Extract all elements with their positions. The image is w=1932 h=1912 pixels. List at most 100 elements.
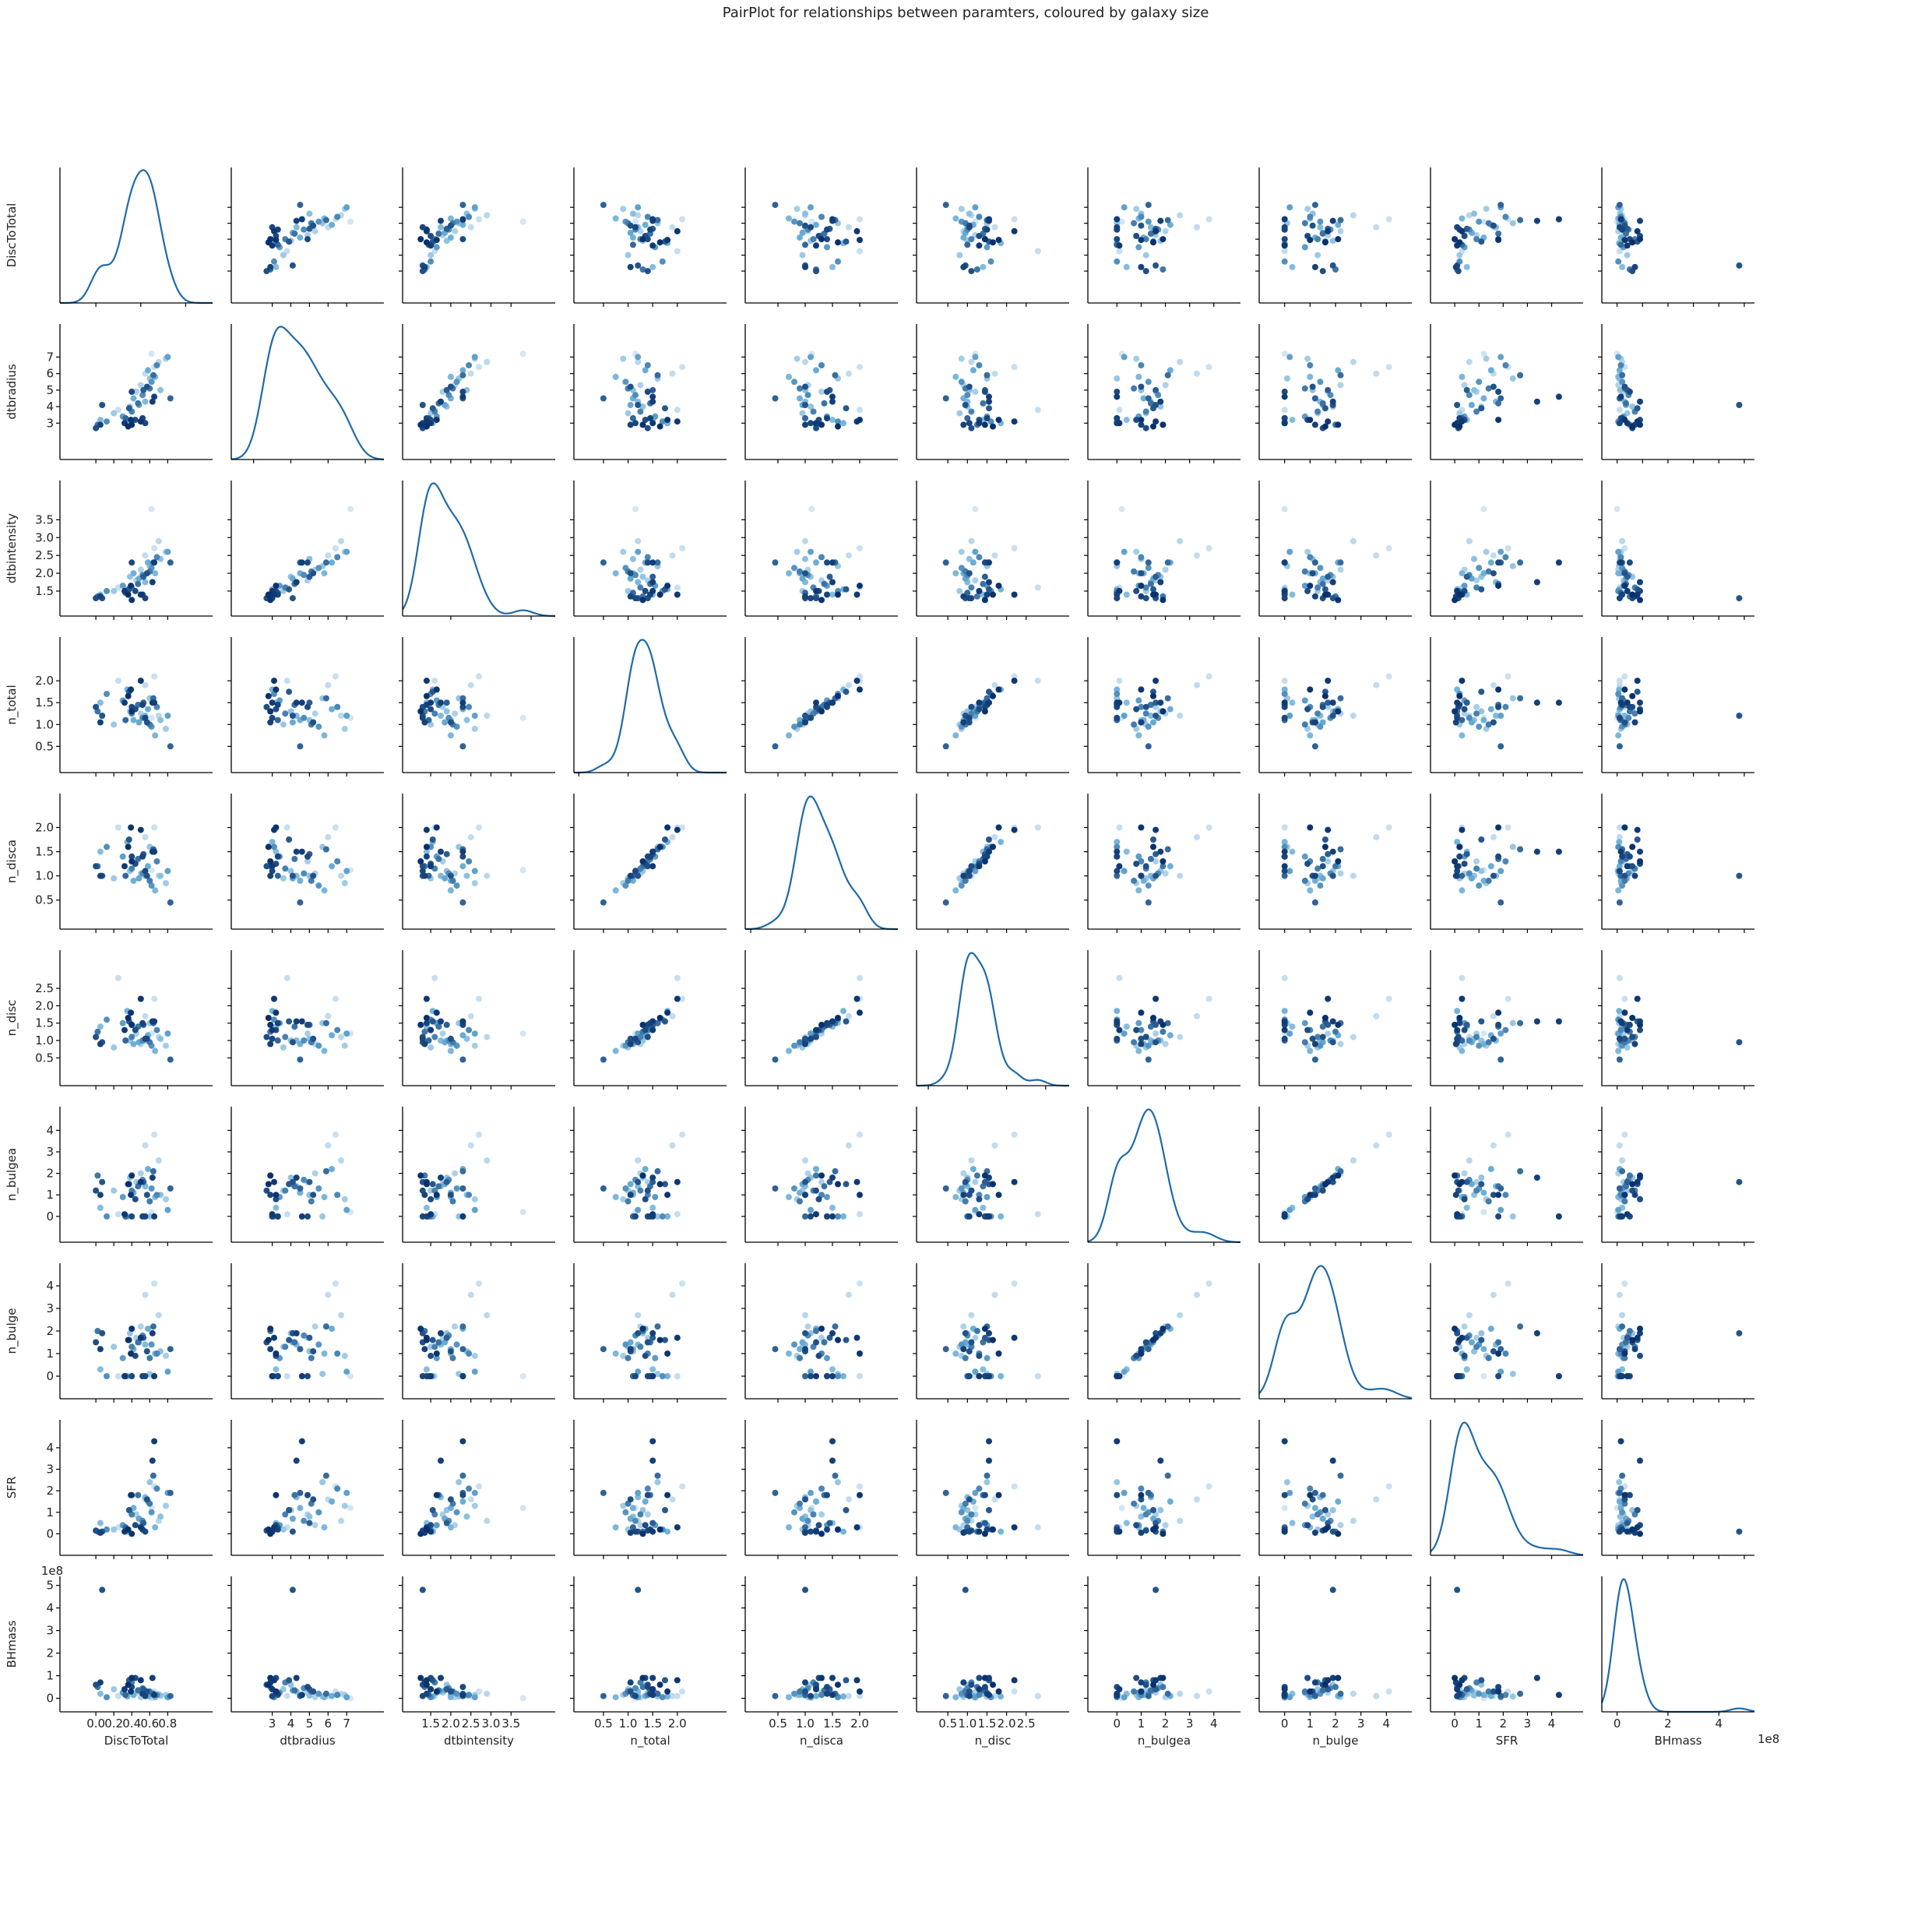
point-n_bulge-vs-SFR-12 <box>1463 1366 1470 1373</box>
point-dtbradius-vs-n_disca-21 <box>791 379 797 386</box>
point-n_disca-vs-n_bulge-15 <box>1281 839 1288 846</box>
point-n_bulgea-vs-DiscToTotal-7 <box>163 1195 169 1202</box>
point-dtbintensity-vs-n_bulge-26 <box>1301 568 1308 575</box>
point-n_bulgea-vs-SFR-19 <box>1497 1206 1504 1213</box>
point-n_disca-vs-SFR-44 <box>1454 863 1461 870</box>
point-n_bulge-vs-DiscToTotal-22 <box>104 1373 110 1379</box>
point-n_disc-vs-DiscToTotal-4 <box>114 974 121 981</box>
point-n_disca-vs-n_bulgea-20 <box>1135 853 1142 860</box>
point-n_bulgea-vs-dtbradius-7 <box>341 1195 348 1202</box>
point-DiscToTotal-vs-n_disca-38 <box>824 236 830 243</box>
point-dtbintensity-vs-SFR-21 <box>1476 565 1483 572</box>
point-n_disc-vs-SFR-23 <box>1466 1037 1473 1044</box>
point-n_disc-vs-dtbradius-4 <box>283 974 290 981</box>
point-n_bulge-vs-dtbradius-32 <box>306 1334 313 1341</box>
point-dtbradius-vs-n_bulgea-3 <box>1177 358 1184 365</box>
point-n_bulgea-vs-n_disca-27 <box>813 1172 819 1179</box>
point-dtbintensity-vs-SFR-16 <box>1480 570 1487 577</box>
point-n_disca-vs-dtbradius-1 <box>332 824 339 831</box>
point-dtbintensity-vs-n_disca-21 <box>791 565 797 572</box>
point-dtbintensity-vs-DiscToTotal-38 <box>128 559 135 566</box>
point-SFR-vs-n_disca-16 <box>797 1505 803 1512</box>
point-dtbradius-vs-n_disca-7 <box>794 355 801 362</box>
point-DiscToTotal-vs-n_disc-22 <box>987 258 994 265</box>
point-n_disca-vs-BHmass-14 <box>1615 887 1622 894</box>
point-n_disca-vs-n_bulge-1 <box>1385 824 1392 831</box>
point-dtbradius-vs-n_disca-10 <box>808 403 814 410</box>
point-n_bulgea-vs-dtbintensity-32 <box>443 1178 450 1185</box>
point-dtbradius-vs-SFR-31 <box>1497 395 1504 402</box>
point-n_total-vs-SFR-14 <box>1459 732 1466 739</box>
point-DiscToTotal-vs-SFR-48 <box>1456 239 1463 246</box>
point-SFR-vs-n_disc-25 <box>968 1511 975 1518</box>
point-n_total-vs-dtbradius-18 <box>289 719 296 726</box>
point-n_bulgea-vs-n_total-3 <box>635 1157 642 1164</box>
point-SFR-vs-n_disc-48 <box>990 1526 996 1533</box>
point-dtbradius-vs-n_disc-29 <box>984 371 991 379</box>
point-dtbintensity-vs-n_disc-27 <box>973 593 980 600</box>
point-dtbradius-vs-n_bulgea-48 <box>1150 423 1156 430</box>
point-n_total-vs-n_bulge-44 <box>1281 699 1288 706</box>
point-DiscToTotal-vs-dtbradius-17 <box>329 221 336 228</box>
point-SFR-vs-n_disc-1 <box>1011 1483 1018 1490</box>
point-n_disca-vs-n_disc-26 <box>962 877 969 884</box>
point-dtbradius-vs-n_bulge-7 <box>1304 355 1311 362</box>
point-n_bulge-vs-SFR-25 <box>1473 1343 1480 1350</box>
point-DiscToTotal-vs-SFR-46 <box>1495 237 1502 244</box>
point-dtbintensity-vs-n_disc-41 <box>960 593 967 600</box>
point-n_disca-vs-DiscToTotal-40 <box>139 853 146 860</box>
point-SFR-vs-dtbradius-42 <box>293 1457 300 1464</box>
point-DiscToTotal-vs-n_bulgea-17 <box>1167 221 1174 228</box>
point-DiscToTotal-vs-n_total-35 <box>627 222 634 229</box>
point-dtbintensity-vs-dtbradius-34 <box>289 595 296 602</box>
point-n_bulgea-vs-n_disc-19 <box>972 1206 979 1213</box>
point-n_disca-vs-DiscToTotal-1 <box>151 824 158 831</box>
point-SFR-vs-n_disca-2 <box>846 1496 852 1503</box>
point-n_total-vs-dtbradius-2 <box>325 681 332 688</box>
point-SFR-vs-n_total-43 <box>649 1438 656 1445</box>
point-n_bulgea-vs-n_disc-43 <box>986 1213 992 1220</box>
point-n_bulgea-vs-BHmass-3 <box>1619 1157 1626 1164</box>
point-SFR-vs-n_disca-25 <box>810 1511 817 1518</box>
point-n_disca-vs-n_disc-40 <box>984 853 991 860</box>
point-n_bulge-vs-DiscToTotal-13 <box>142 1341 149 1348</box>
point-DiscToTotal-vs-n_bulge-20 <box>1301 244 1308 251</box>
point-n_disca-vs-dtbintensity-17 <box>459 863 466 870</box>
point-dtbintensity-vs-DiscToTotal-42 <box>149 579 156 586</box>
point-n_total-vs-DiscToTotal-31 <box>167 743 174 750</box>
point-n_total-vs-SFR-42 <box>1533 699 1540 706</box>
subplot-dtbradius-vs-n_disc <box>913 324 1069 463</box>
point-DiscToTotal-vs-n_bulge-48 <box>1321 239 1328 246</box>
point-n_bulge-vs-dtbintensity-5 <box>452 1323 459 1330</box>
y-tick-label: 1.5 <box>35 695 54 710</box>
point-dtbradius-vs-n_total-48 <box>656 423 663 430</box>
point-dtbintensity-vs-n_total-47 <box>639 597 646 604</box>
point-n_disc-vs-dtbradius-48 <box>265 1015 272 1021</box>
point-DiscToTotal-vs-SFR-45 <box>1459 227 1466 234</box>
subplot-n_total-vs-n_bulge <box>1255 637 1412 776</box>
point-n_bulgea-vs-SFR-3 <box>1466 1157 1473 1164</box>
point-n_total-vs-n_bulgea-25 <box>1142 710 1149 717</box>
point-n_bulge-vs-n_disca-5 <box>804 1323 811 1330</box>
point-dtbradius-vs-n_total-31 <box>600 395 607 402</box>
point-n_bulgea-vs-n_disca-4 <box>857 1211 863 1218</box>
point-dtbintensity-vs-n_total-7 <box>620 548 627 555</box>
point-n_disca-vs-n_disc-46 <box>995 824 1002 831</box>
point-n_bulge-vs-n_total-41 <box>627 1346 634 1353</box>
point-n_total-vs-SFR-17 <box>1487 706 1494 713</box>
point-DiscToTotal-vs-n_disc-40 <box>984 226 991 233</box>
point-n_bulge-vs-n_disca-47 <box>818 1326 825 1333</box>
point-SFR-vs-n_bulgea-44 <box>1116 1528 1123 1535</box>
point-n_disc-vs-DiscToTotal-22 <box>104 1016 110 1023</box>
point-n_total-vs-SFR-32 <box>1463 699 1470 706</box>
point-dtbradius-vs-BHmass-46 <box>1621 417 1628 424</box>
point-n_total-vs-n_bulge-41 <box>1311 719 1318 726</box>
point-dtbintensity-vs-n_bulgea-3 <box>1177 537 1184 544</box>
point-DiscToTotal-vs-n_bulgea-45 <box>1153 227 1160 234</box>
point-DiscToTotal-vs-n_bulge-8 <box>1314 252 1321 259</box>
point-DiscToTotal-vs-BHmass-43 <box>1617 216 1624 223</box>
point-n_bulge-vs-n_total-12 <box>649 1366 656 1373</box>
y-tick-label: 7 <box>46 350 54 364</box>
point-dtbradius-vs-n_total-8 <box>625 410 632 417</box>
point-DiscToTotal-vs-n_disca-17 <box>813 221 819 228</box>
